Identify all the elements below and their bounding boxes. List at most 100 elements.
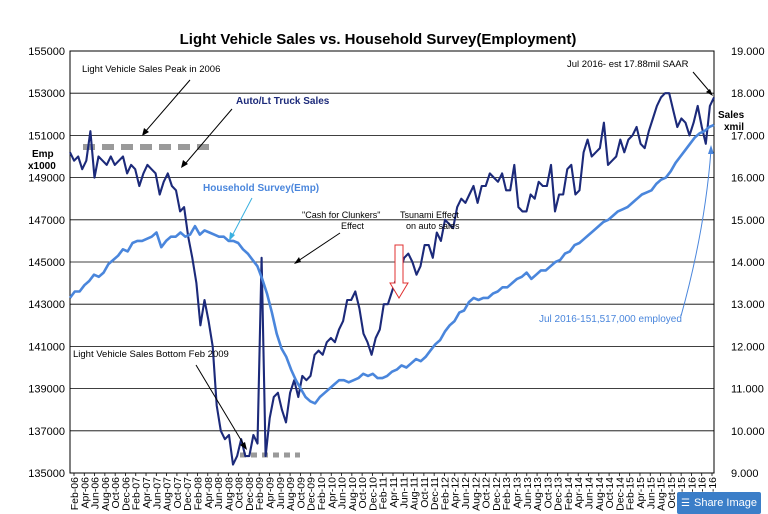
x-tick-label: Oct-09 (295, 477, 307, 509)
left-tick-label: 143000 (28, 299, 65, 311)
left-tick-label: 147000 (28, 215, 65, 227)
auto-sales-line (69, 92, 715, 466)
x-tick-label: Jun-15 (645, 477, 657, 509)
x-tick-label: Apr-10 (326, 477, 338, 509)
x-tick-label: Aug-11 (409, 477, 421, 510)
left-tick-label: 155000 (28, 46, 65, 58)
x-tick-label: Aug-13 (532, 477, 544, 511)
x-tick-label: Apr-09 (265, 477, 277, 509)
x-tick-label: Dec-08 (244, 477, 256, 511)
x-tick-label: Dec-10 (367, 477, 379, 511)
stack-icon: ☰ (681, 497, 690, 509)
chart-title: Light Vehicle Sales vs. Household Survey… (180, 31, 577, 48)
x-tick-label: Apr-07 (141, 477, 153, 509)
left-tick-label: 135000 (28, 468, 65, 480)
annotation-clunkers-1: "Cash for Clunkers" (302, 210, 380, 220)
annotation-tsunami-1: Tsunami Effect (400, 210, 459, 220)
x-tick-label: Apr-14 (573, 477, 585, 509)
annotation-peak: Light Vehicle Sales Peak in 2006 (82, 64, 220, 75)
x-tick-label: Oct-08 (234, 477, 246, 509)
annotation-jul2016-sales: Jul 2016- est 17.88mil SAAR (567, 59, 689, 70)
x-tick-label: Jun-09 (275, 477, 287, 509)
x-axis: Feb-06Apr-06Jun-06Aug-06Oct-06Dec-06Feb-… (69, 473, 719, 511)
household-arrow (231, 197, 253, 237)
x-tick-label: Aug-07 (162, 477, 174, 511)
clunkers-arrow (297, 232, 341, 262)
x-tick-label: Apr-15 (635, 477, 647, 509)
peak-arrow-1 (144, 79, 191, 133)
left-tick-label: 137000 (28, 426, 65, 438)
annotation-auto: Auto/Lt Truck Sales (236, 96, 330, 107)
peak-arrow-head-1 (142, 128, 149, 136)
right-tick-label: 13.000 (731, 299, 765, 311)
grid-lines (69, 50, 715, 474)
x-tick-label: Apr-13 (511, 477, 523, 509)
x-tick-label: Dec-07 (182, 477, 194, 511)
x-tick-label: Feb-06 (69, 477, 81, 510)
x-tick-label: Apr-12 (450, 477, 462, 509)
x-tick-label: Oct-06 (110, 477, 122, 509)
left-axis: 135000 137000 139000 141000 143000 145000 1470… (28, 46, 65, 480)
x-tick-label: Aug-12 (470, 477, 482, 511)
clunkers-arrow-head (294, 257, 301, 264)
x-tick-label: Jun-14 (584, 477, 596, 509)
x-tick-label: Dec-12 (491, 477, 503, 511)
right-axis-label-2: xmil (724, 122, 744, 133)
x-tick-label: Oct-11 (419, 477, 431, 508)
share-image-label: Share Image (693, 497, 757, 509)
right-tick-label: 9.000 (731, 468, 759, 480)
tsunami-arrow (389, 244, 409, 299)
x-tick-label: Apr-08 (203, 477, 215, 509)
x-tick-label: Dec-09 (306, 477, 318, 511)
x-tick-label: Feb-14 (563, 477, 575, 510)
jul2016-emp-arrow (680, 149, 712, 317)
left-tick-label: 141000 (28, 341, 65, 353)
x-tick-label: Aug-09 (285, 477, 297, 511)
left-axis-label-2: x1000 (28, 161, 56, 172)
x-tick-label: Jun-07 (151, 477, 163, 509)
x-tick-label: Oct-15 (666, 477, 678, 509)
bottom-arrow (195, 364, 245, 446)
x-tick-label: Jun-12 (460, 477, 472, 509)
share-image-button[interactable]: ☰ Share Image (677, 492, 761, 514)
x-tick-label: Oct-13 (542, 477, 554, 509)
x-tick-label: Aug-10 (347, 477, 359, 511)
left-tick-label: 145000 (28, 257, 65, 269)
annotation-clunkers-2: Effect (341, 221, 364, 231)
left-tick-label: 151000 (28, 130, 65, 142)
x-tick-label: Feb-11 (378, 477, 390, 510)
left-tick-label: 139000 (28, 384, 65, 396)
x-tick-label: Aug-08 (223, 477, 235, 511)
left-tick-label: 149000 (28, 173, 65, 185)
x-tick-label: Oct-14 (604, 477, 616, 509)
right-tick-label: 19.000 (731, 46, 765, 58)
annotation-bottom: Light Vehicle Sales Bottom Feb 2009 (73, 349, 229, 360)
annotations: Light Vehicle Sales Peak in 2006 Auto/Lt… (73, 59, 714, 450)
right-tick-label: 12.000 (731, 341, 765, 353)
peak-arrow-head-2 (181, 160, 188, 168)
peak-arrow-2 (184, 108, 233, 165)
x-tick-label: Jun-13 (522, 477, 534, 509)
x-tick-label: Apr-06 (79, 477, 91, 509)
x-tick-label: Feb-10 (316, 477, 328, 510)
x-tick-label: Oct-12 (481, 477, 493, 509)
x-tick-label: Apr-11 (388, 477, 400, 508)
x-tick-label: Jun-06 (90, 477, 102, 509)
jul2016-emp-arrow-head (708, 145, 714, 154)
right-axis-label-1: Sales (718, 110, 745, 121)
annotation-jul2016-emp: Jul 2016-151,517,000 employed (539, 314, 682, 325)
x-tick-label: Dec-13 (553, 477, 565, 511)
right-tick-label: 18.000 (731, 88, 765, 100)
jul2016-sales-arrow-head (706, 89, 713, 96)
household-arrow-head (229, 232, 235, 241)
left-tick-label: 153000 (28, 88, 65, 100)
jul2016-sales-arrow (692, 71, 711, 93)
right-tick-label: 14.000 (731, 257, 765, 269)
right-tick-label: 10.000 (731, 426, 765, 438)
x-tick-label: Feb-08 (192, 477, 204, 510)
series-layer (68, 92, 715, 466)
x-tick-label: Aug-15 (656, 477, 668, 511)
right-tick-label: 17.000 (731, 130, 765, 142)
left-axis-label-1: Emp (32, 149, 54, 160)
